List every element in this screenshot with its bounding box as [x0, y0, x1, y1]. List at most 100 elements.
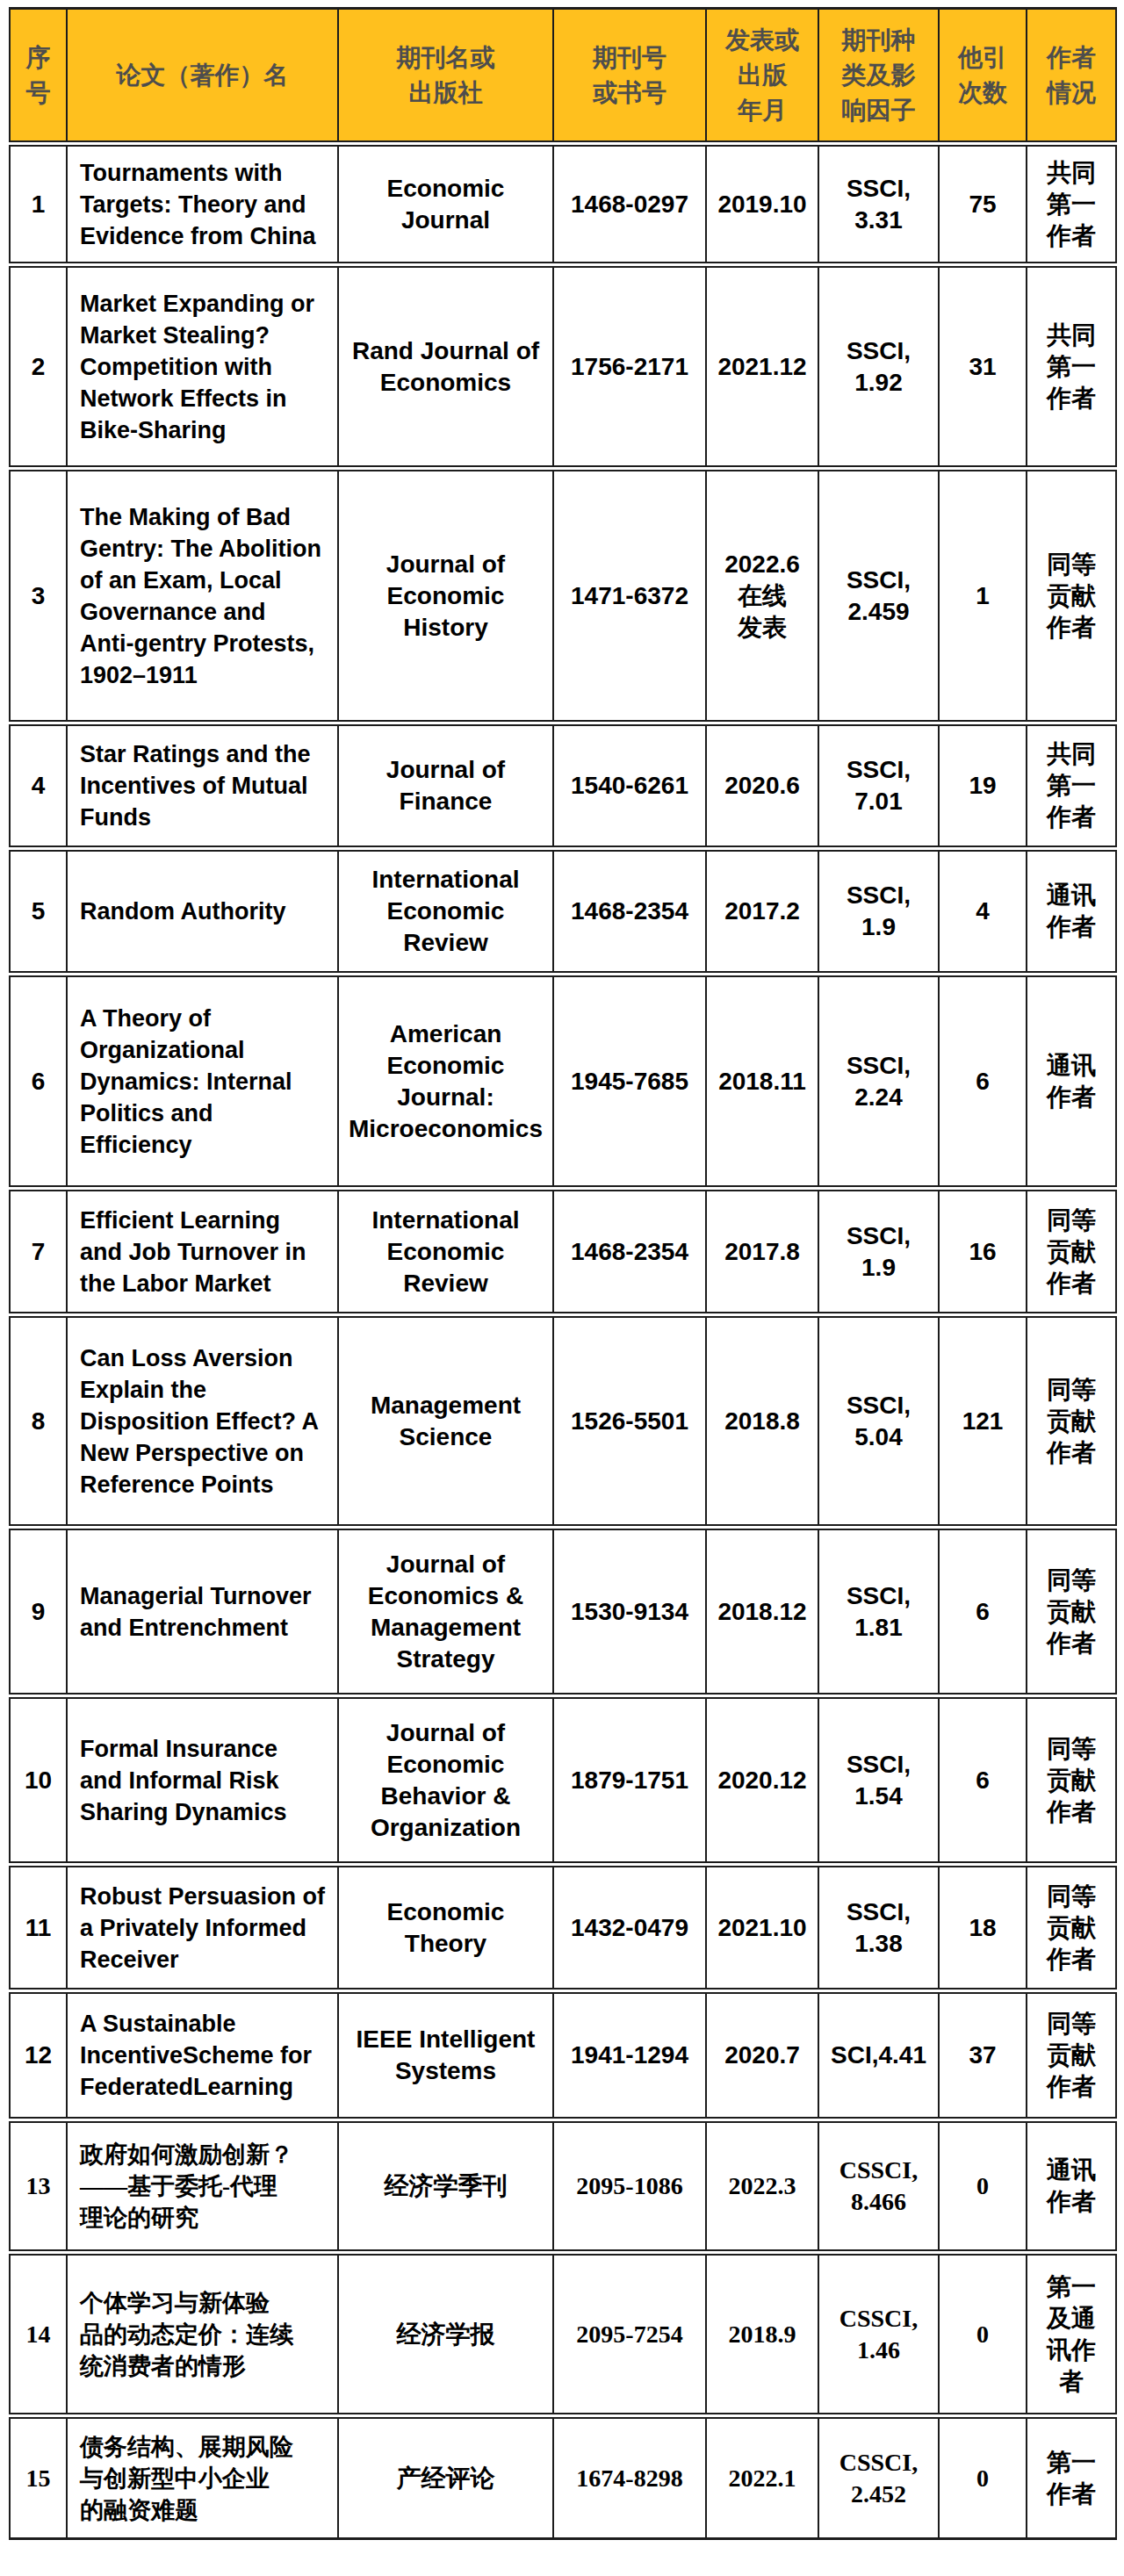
cell-citations: 31 — [939, 265, 1027, 469]
cell-date: 2018.11 — [706, 975, 818, 1189]
cell-journal: Economic Journal — [338, 144, 553, 265]
cell-date: 2019.10 — [706, 144, 818, 265]
cell-title: A Theory of Organizational Dynamics: Int… — [67, 975, 338, 1189]
cell-no: 3 — [10, 469, 67, 723]
cell-issn: 1945-7685 — [553, 975, 706, 1189]
cell-issn: 1756-2171 — [553, 265, 706, 469]
cell-date: 2017.8 — [706, 1189, 818, 1315]
cell-journal: Management Science — [338, 1315, 553, 1528]
cell-date: 2018.8 — [706, 1315, 818, 1528]
cell-journal: International Economic Review — [338, 849, 553, 975]
cell-category: SSCI, 1.38 — [818, 1865, 939, 1991]
cell-citations: 0 — [939, 2416, 1027, 2539]
cell-citations: 121 — [939, 1315, 1027, 1528]
table-row: 2 Market Expanding or Market Stealing? C… — [10, 265, 1116, 469]
cell-author: 同等 贡献 作者 — [1027, 1189, 1116, 1315]
cell-date: 2022.6 在线 发表 — [706, 469, 818, 723]
cell-title: Can Loss Aversion Explain the Dispositio… — [67, 1315, 338, 1528]
cell-category: SSCI, 1.54 — [818, 1696, 939, 1865]
cell-issn: 1530-9134 — [553, 1528, 706, 1696]
cell-title: 政府如何激励创新？ ——基于委托-代理 理论的研究 — [67, 2120, 338, 2253]
cell-citations: 1 — [939, 469, 1027, 723]
cell-no: 6 — [10, 975, 67, 1189]
table-row: 8 Can Loss Aversion Explain the Disposit… — [10, 1315, 1116, 1528]
cell-journal: American Economic Journal: Microeconomic… — [338, 975, 553, 1189]
cell-author: 同等 贡献 作者 — [1027, 469, 1116, 723]
header-row: 序 号 论文（著作）名 期刊名或 出版社 期刊号 或书号 发表或 出版 年月 期… — [10, 9, 1116, 144]
cell-issn: 1526-5501 — [553, 1315, 706, 1528]
cell-title: The Making of Bad Gentry: The Abolition … — [67, 469, 338, 723]
cell-category: SSCI, 1.81 — [818, 1528, 939, 1696]
table-body: 1 Tournaments with Targets: Theory and E… — [10, 144, 1116, 2539]
table-row: 14 个体学习与新体验 品的动态定价：连续 统消费者的情形 经济学报 2095-… — [10, 2253, 1116, 2416]
cell-no: 9 — [10, 1528, 67, 1696]
column-header-category: 期刊种 类及影 响因子 — [818, 9, 939, 144]
cell-title: Managerial Turnover and Entrenchment — [67, 1528, 338, 1696]
cell-author: 同等 贡献 作者 — [1027, 1528, 1116, 1696]
table-row: 5 Random Authority International Economi… — [10, 849, 1116, 975]
cell-author: 通讯 作者 — [1027, 975, 1116, 1189]
cell-issn: 1674-8298 — [553, 2416, 706, 2539]
cell-no: 11 — [10, 1865, 67, 1991]
cell-category: SSCI, 1.9 — [818, 1189, 939, 1315]
cell-issn: 1540-6261 — [553, 723, 706, 849]
cell-no: 15 — [10, 2416, 67, 2539]
cell-no: 10 — [10, 1696, 67, 1865]
cell-author: 第一 作者 — [1027, 2416, 1116, 2539]
cell-date: 2021.12 — [706, 265, 818, 469]
cell-author: 同等 贡献 作者 — [1027, 1696, 1116, 1865]
cell-author: 共同 第一 作者 — [1027, 144, 1116, 265]
cell-issn: 1468-0297 — [553, 144, 706, 265]
cell-date: 2022.1 — [706, 2416, 818, 2539]
cell-date: 2022.3 — [706, 2120, 818, 2253]
cell-issn: 1468-2354 — [553, 849, 706, 975]
cell-issn: 2095-1086 — [553, 2120, 706, 2253]
cell-no: 5 — [10, 849, 67, 975]
cell-no: 8 — [10, 1315, 67, 1528]
cell-journal: Economic Theory — [338, 1865, 553, 1991]
cell-author: 通讯 作者 — [1027, 849, 1116, 975]
cell-no: 12 — [10, 1991, 67, 2120]
cell-journal: 经济学报 — [338, 2253, 553, 2416]
cell-title: 个体学习与新体验 品的动态定价：连续 统消费者的情形 — [67, 2253, 338, 2416]
cell-citations: 6 — [939, 975, 1027, 1189]
table-row: 13 政府如何激励创新？ ——基于委托-代理 理论的研究 经济学季刊 2095-… — [10, 2120, 1116, 2253]
column-header-date: 发表或 出版 年月 — [706, 9, 818, 144]
column-header-no: 序 号 — [10, 9, 67, 144]
cell-title: Market Expanding or Market Stealing? Com… — [67, 265, 338, 469]
cell-category: SSCI, 1.92 — [818, 265, 939, 469]
cell-citations: 19 — [939, 723, 1027, 849]
cell-journal: IEEE Intelligent Systems — [338, 1991, 553, 2120]
cell-date: 2020.12 — [706, 1696, 818, 1865]
cell-no: 7 — [10, 1189, 67, 1315]
table-row: 1 Tournaments with Targets: Theory and E… — [10, 144, 1116, 265]
cell-author: 共同 第一 作者 — [1027, 265, 1116, 469]
cell-issn: 1432-0479 — [553, 1865, 706, 1991]
cell-journal: 经济学季刊 — [338, 2120, 553, 2253]
table-row: 9 Managerial Turnover and Entrenchment J… — [10, 1528, 1116, 1696]
cell-issn: 2095-7254 — [553, 2253, 706, 2416]
cell-date: 2021.10 — [706, 1865, 818, 1991]
cell-category: CSSCI, 2.452 — [818, 2416, 939, 2539]
column-header-title: 论文（著作）名 — [67, 9, 338, 144]
cell-author: 共同 第一 作者 — [1027, 723, 1116, 849]
cell-category: SSCI, 3.31 — [818, 144, 939, 265]
cell-title: Tournaments with Targets: Theory and Evi… — [67, 144, 338, 265]
cell-issn: 1879-1751 — [553, 1696, 706, 1865]
cell-title: Efficient Learning and Job Turnover in t… — [67, 1189, 338, 1315]
cell-citations: 0 — [939, 2120, 1027, 2253]
cell-author: 通讯 作者 — [1027, 2120, 1116, 2253]
cell-author: 同等 贡献 作者 — [1027, 1991, 1116, 2120]
cell-date: 2018.9 — [706, 2253, 818, 2416]
publications-table: 序 号 论文（著作）名 期刊名或 出版社 期刊号 或书号 发表或 出版 年月 期… — [9, 7, 1117, 2540]
table-row: 12 A Sustainable IncentiveScheme for Fed… — [10, 1991, 1116, 2120]
cell-issn: 1941-1294 — [553, 1991, 706, 2120]
table-row: 15 债务结构、展期风险 与创新型中小企业 的融资难题 产经评论 1674-82… — [10, 2416, 1116, 2539]
cell-citations: 37 — [939, 1991, 1027, 2120]
cell-citations: 75 — [939, 144, 1027, 265]
cell-no: 4 — [10, 723, 67, 849]
column-header-citations: 他引 次数 — [939, 9, 1027, 144]
table-row: 11 Robust Persuasion of a Privately Info… — [10, 1865, 1116, 1991]
cell-category: SCI,4.41 — [818, 1991, 939, 2120]
cell-journal: Rand Journal of Economics — [338, 265, 553, 469]
